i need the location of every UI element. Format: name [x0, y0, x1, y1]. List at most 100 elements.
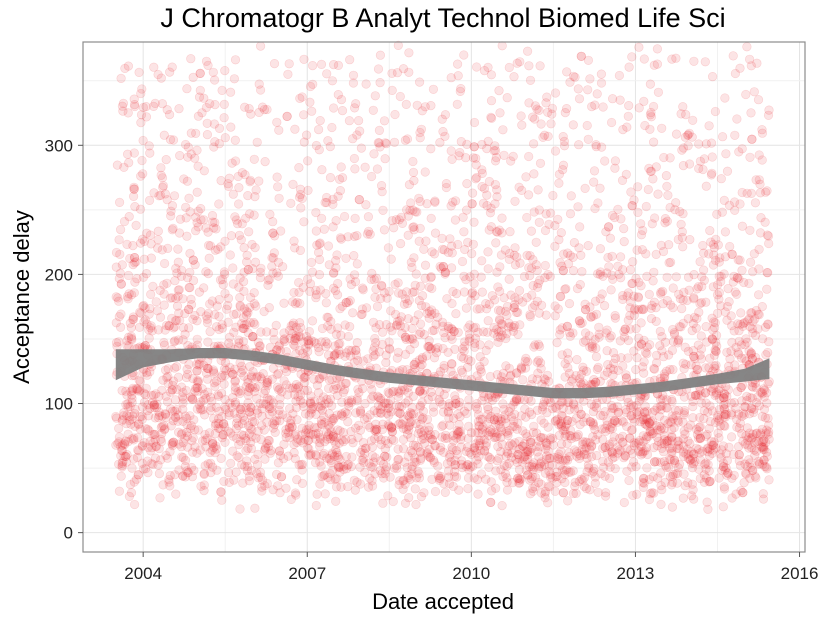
data-point [532, 104, 542, 114]
data-point [219, 419, 229, 429]
data-point [134, 375, 144, 385]
data-point [111, 318, 121, 328]
data-point [368, 346, 378, 356]
data-point [513, 329, 523, 340]
data-point [628, 402, 638, 412]
data-point [272, 370, 282, 380]
data-point [410, 484, 420, 494]
data-point [315, 479, 325, 489]
data-point [229, 408, 240, 418]
data-point [723, 385, 734, 395]
data-point [194, 92, 205, 102]
data-point [659, 456, 669, 467]
data-point [499, 461, 509, 471]
data-point [676, 219, 686, 229]
data-point [298, 282, 308, 293]
data-point [111, 292, 121, 302]
data-point [409, 359, 419, 370]
data-point [159, 340, 170, 350]
data-point [600, 471, 610, 481]
data-point [631, 400, 642, 411]
data-point [760, 217, 770, 227]
data-point [202, 363, 213, 373]
data-point [264, 410, 275, 420]
data-point [149, 101, 159, 111]
data-point [192, 383, 202, 393]
data-point [381, 350, 391, 360]
data-point [681, 109, 691, 120]
data-point [521, 172, 531, 182]
data-point [188, 314, 198, 324]
data-point [230, 55, 241, 65]
data-point [153, 325, 164, 335]
data-point [303, 347, 313, 357]
data-point [694, 139, 704, 149]
data-point [294, 163, 304, 173]
data-point [283, 451, 293, 461]
data-point [477, 168, 487, 178]
data-point [641, 419, 651, 429]
data-point [523, 450, 533, 460]
data-point [270, 416, 280, 426]
data-point [258, 102, 268, 112]
data-point [554, 169, 565, 179]
data-point [697, 272, 707, 282]
data-point [645, 110, 656, 120]
data-point [679, 364, 689, 374]
data-point [536, 432, 546, 443]
data-point [128, 241, 138, 251]
data-point [192, 187, 202, 197]
data-point [455, 397, 465, 407]
data-point [216, 453, 226, 464]
data-point [501, 418, 511, 428]
data-point [740, 340, 750, 350]
data-point [250, 383, 260, 393]
data-point [532, 296, 542, 306]
data-point [535, 275, 545, 285]
data-point [521, 465, 531, 475]
data-point [463, 484, 473, 494]
data-point [514, 295, 524, 305]
data-point [472, 172, 482, 183]
data-point [462, 179, 472, 189]
data-point [483, 451, 493, 462]
data-point [248, 332, 258, 342]
data-point [552, 338, 562, 348]
data-point [564, 467, 574, 477]
data-point [251, 433, 261, 443]
data-point [742, 316, 753, 326]
data-point [596, 142, 607, 152]
data-point [719, 393, 729, 403]
data-point [754, 175, 764, 185]
data-point [306, 336, 317, 346]
data-point [479, 65, 490, 76]
data-point [328, 430, 338, 440]
data-point [383, 243, 394, 253]
data-point [329, 103, 339, 113]
data-point [722, 470, 732, 480]
data-point [671, 469, 681, 479]
x-tick-label: 2004 [124, 564, 162, 583]
data-point [607, 447, 617, 457]
data-point [719, 484, 730, 494]
data-point [747, 354, 757, 364]
data-point [735, 63, 745, 73]
data-point [542, 451, 552, 461]
data-point [186, 300, 197, 310]
data-point [205, 299, 215, 309]
data-point [390, 109, 400, 120]
data-point [444, 413, 454, 423]
data-point [638, 473, 649, 484]
data-point [156, 434, 166, 444]
data-point [627, 449, 637, 459]
data-point [746, 434, 756, 444]
data-point [623, 397, 633, 407]
data-point [595, 267, 606, 277]
data-point [425, 453, 436, 463]
data-point [364, 482, 374, 492]
data-point [568, 252, 578, 262]
data-point [303, 274, 313, 284]
data-point [667, 436, 677, 446]
data-point [220, 65, 230, 76]
data-point [716, 453, 726, 463]
